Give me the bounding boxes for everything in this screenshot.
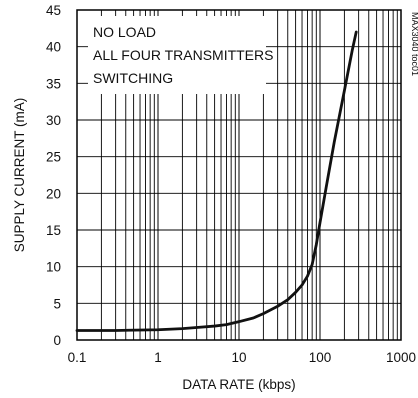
y-tick-label: 30 [46, 113, 61, 128]
plot-frame [76, 9, 402, 341]
x-axis-title: DATA RATE (kbps) [182, 377, 295, 392]
y-tick-label: 45 [46, 3, 61, 18]
y-tick-label: 20 [46, 186, 61, 201]
annotation-text: SWITCHING [93, 70, 173, 86]
series-line [75, 30, 358, 332]
y-tick-label: 10 [46, 260, 61, 275]
annotation-text: NO LOAD [93, 24, 156, 40]
y-tick-label: 15 [46, 223, 61, 238]
y-tick-label: 40 [46, 40, 61, 55]
annotation-box [88, 16, 266, 94]
figure-code: MAX3040 toc01 [410, 12, 418, 76]
y-axis-title: SUPPLY CURRENT (mA) [12, 98, 27, 253]
x-tick-label: 1000 [386, 350, 416, 365]
y-tick-label: 0 [53, 333, 61, 348]
annotation-text: ALL FOUR TRANSMITTERS [93, 47, 273, 63]
y-tick-label: 25 [46, 150, 61, 165]
y-tick-label: 5 [53, 296, 61, 311]
x-tick-label: 100 [309, 350, 332, 365]
x-tick-label: 0.1 [68, 350, 87, 365]
x-tick-label: 10 [231, 350, 246, 365]
figure-code-bg [402, 10, 416, 82]
x-tick-label: 1 [154, 350, 162, 365]
y-tick-label: 35 [46, 76, 61, 91]
